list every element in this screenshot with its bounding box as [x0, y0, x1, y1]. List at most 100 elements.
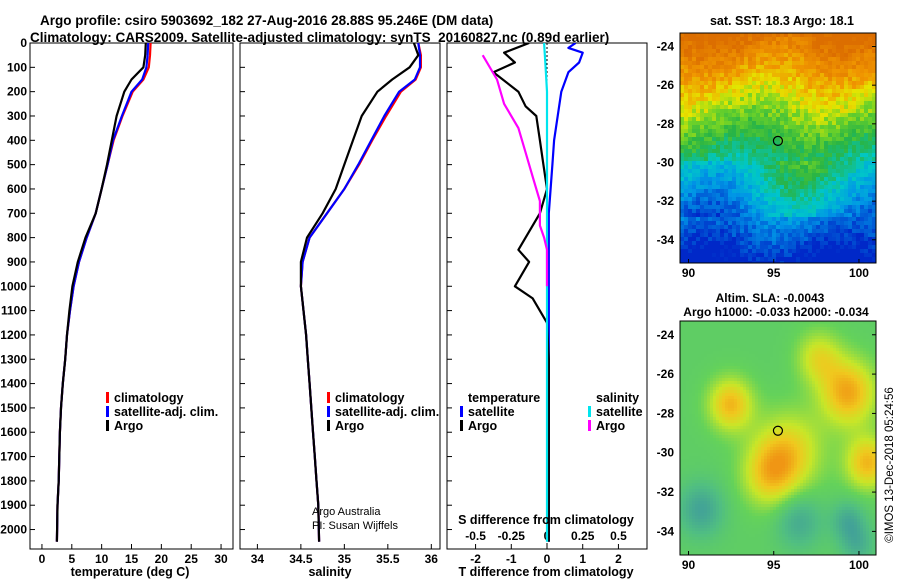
- map-pixel: [779, 384, 783, 388]
- map-pixel: [824, 129, 829, 134]
- map-pixel: [712, 157, 717, 162]
- map-pixel: [864, 45, 869, 50]
- map-pixel: [824, 117, 829, 122]
- map-pixel: [688, 181, 693, 186]
- map-pixel: [692, 339, 696, 343]
- map-pixel: [776, 89, 781, 94]
- map-pixel: [692, 209, 697, 214]
- map-pixel: [713, 351, 717, 355]
- map-pixel: [755, 369, 759, 373]
- map-pixel: [686, 333, 690, 337]
- map-pixel: [800, 393, 804, 397]
- map-pixel: [692, 57, 697, 62]
- map-pixel: [868, 69, 873, 74]
- map-pixel: [716, 229, 721, 234]
- map-pixel: [856, 77, 861, 82]
- map-pixel: [716, 97, 721, 102]
- map-pixel: [744, 105, 749, 110]
- map-pixel: [828, 129, 833, 134]
- map-pixel: [845, 366, 849, 370]
- map-pixel: [736, 169, 741, 174]
- map-pixel: [764, 57, 769, 62]
- map-pixel: [772, 121, 777, 126]
- map-pixel: [695, 354, 699, 358]
- map-pixel: [680, 37, 685, 42]
- map-pixel: [728, 65, 733, 70]
- map-pixel: [784, 109, 789, 114]
- map-pixel: [696, 177, 701, 182]
- map-pixel: [863, 354, 867, 358]
- map-pixel: [724, 213, 729, 218]
- map-pixel: [806, 360, 810, 364]
- map-pixel: [712, 149, 717, 154]
- map-pixel: [860, 189, 865, 194]
- map-pixel: [768, 189, 773, 194]
- map-pixel: [821, 360, 825, 364]
- map-pixel: [821, 402, 825, 406]
- map-pixel: [827, 378, 831, 382]
- map-pixel: [818, 378, 822, 382]
- map-pixel: [869, 360, 873, 364]
- map-pixel: [755, 381, 759, 385]
- map-pixel: [869, 357, 873, 361]
- map-pixel: [864, 205, 869, 210]
- map-pixel: [704, 237, 709, 242]
- map-pixel: [824, 197, 829, 202]
- map-pixel: [680, 225, 685, 230]
- map-pixel: [680, 245, 685, 250]
- map-pixel: [816, 245, 821, 250]
- map-pixel: [700, 121, 705, 126]
- map-pixel: [736, 117, 741, 122]
- map-pixel: [840, 105, 845, 110]
- map-pixel: [713, 399, 717, 403]
- map-pixel: [683, 384, 687, 388]
- map-pixel: [832, 133, 837, 138]
- map-pixel: [704, 402, 708, 406]
- map-pixel: [804, 125, 809, 130]
- map-pixel: [720, 217, 725, 222]
- map-pixel: [688, 137, 693, 142]
- map-pixel: [854, 354, 858, 358]
- map-pixel: [815, 339, 819, 343]
- map-pixel: [860, 165, 865, 170]
- map-pixel: [836, 336, 840, 340]
- map-pixel: [773, 354, 777, 358]
- map-pixel: [756, 97, 761, 102]
- map-pixel: [836, 348, 840, 352]
- map-pixel: [752, 390, 756, 394]
- map-pixel: [736, 241, 741, 246]
- map-pixel: [872, 137, 877, 142]
- map-pixel: [688, 153, 693, 158]
- map-pixel: [772, 69, 777, 74]
- map-pixel: [794, 339, 798, 343]
- map-pixel: [804, 213, 809, 218]
- map-pixel: [680, 169, 685, 174]
- map-pixel: [716, 57, 721, 62]
- map-pixel: [836, 133, 841, 138]
- map-pixel: [700, 45, 705, 50]
- map-pixel: [712, 93, 717, 98]
- map-pixel: [864, 93, 869, 98]
- map-pixel: [720, 177, 725, 182]
- map-pixel: [848, 69, 853, 74]
- map-pixel: [782, 408, 786, 412]
- map-pixel: [764, 363, 768, 367]
- map-pixel: [852, 133, 857, 138]
- map-pixel: [852, 57, 857, 62]
- map-pixel: [776, 125, 781, 130]
- map-pixel: [710, 384, 714, 388]
- map-pixel: [794, 321, 798, 325]
- sla-map-subtitle: Argo h1000: -0.033 h2000: -0.034: [683, 305, 869, 319]
- map-pixel: [812, 245, 817, 250]
- map-pixel: [845, 384, 849, 388]
- map-pixel: [712, 153, 717, 158]
- map-pixel: [833, 375, 837, 379]
- map-pixel: [839, 363, 843, 367]
- map-pixel: [736, 161, 741, 166]
- map-pixel: [764, 327, 768, 331]
- map-pixel: [760, 109, 765, 114]
- map-pixel: [724, 53, 729, 58]
- legend-label-satellite: satellite-adj. clim.: [335, 405, 439, 419]
- map-pixel: [785, 339, 789, 343]
- map-pixel: [844, 205, 849, 210]
